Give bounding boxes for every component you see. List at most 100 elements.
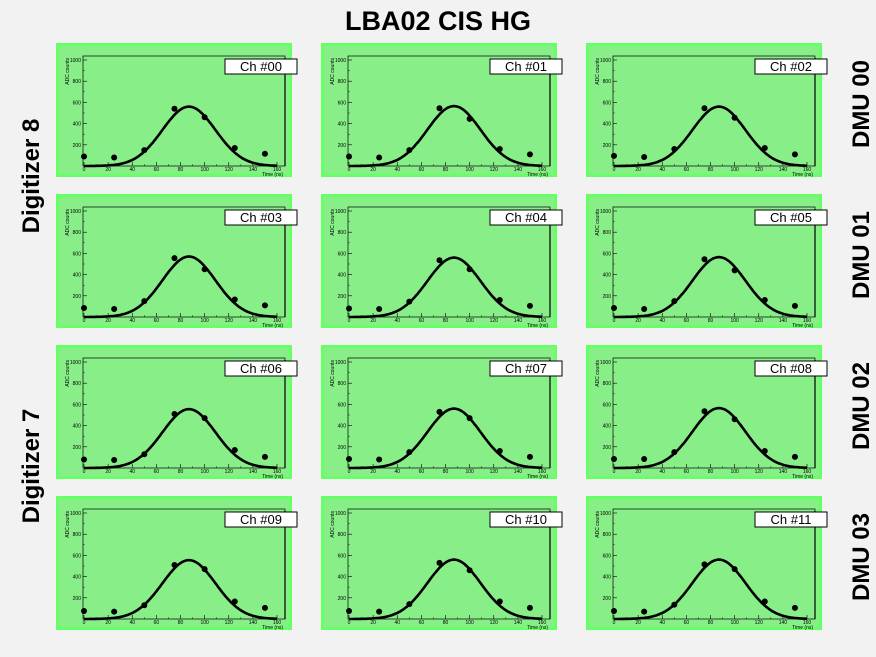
x-tick-label: 140 <box>779 469 788 475</box>
data-point <box>611 455 617 462</box>
y-tick-label: 400 <box>338 122 347 128</box>
data-point <box>111 154 118 161</box>
y-axis-label: ADC counts <box>595 209 601 236</box>
y-axis-label: ADC counts <box>65 58 71 85</box>
x-tick-label: 40 <box>129 318 135 324</box>
data-point <box>261 150 268 157</box>
fit-curve <box>349 104 543 168</box>
data-point <box>641 455 648 462</box>
x-axis-label: Time (ns) <box>527 172 548 178</box>
data-point <box>761 448 768 455</box>
legend-box <box>224 209 298 226</box>
data-point <box>496 448 503 455</box>
x-tick-label: 120 <box>755 620 764 626</box>
legend-box <box>754 209 828 226</box>
x-tick-label: 160 <box>803 620 812 626</box>
x-tick-label: 40 <box>394 620 400 626</box>
y-axis-label: ADC counts <box>330 511 336 538</box>
x-tick-label: 100 <box>730 620 739 626</box>
y-tick-label: 1000 <box>600 58 611 64</box>
data-point <box>141 451 148 458</box>
data-point <box>111 608 118 615</box>
fit-curve <box>614 558 808 621</box>
x-tick-label: 120 <box>755 318 764 324</box>
fit-curve <box>84 255 278 319</box>
left-label-digitizer-8: Digitizer 8 <box>18 118 45 234</box>
data-point <box>731 416 738 423</box>
x-tick-label: 140 <box>514 167 523 173</box>
x-tick-label: 80 <box>708 167 714 173</box>
data-point <box>671 601 678 608</box>
y-tick-label: 400 <box>338 424 347 430</box>
x-tick-label: 100 <box>465 167 474 173</box>
data-point <box>201 566 208 573</box>
y-tick-label: 600 <box>338 402 347 408</box>
x-axis-label: Time (ns) <box>262 474 283 480</box>
data-point <box>526 302 533 309</box>
y-axis-label: ADC counts <box>65 360 71 387</box>
x-tick-label: 80 <box>443 318 449 324</box>
legend-box <box>754 511 828 528</box>
data-point <box>346 153 352 160</box>
y-tick-label: 400 <box>73 424 82 430</box>
y-tick-label: 400 <box>73 575 82 581</box>
x-tick-label: 20 <box>635 620 641 626</box>
channel-plot-02: 200 400 600 800 1000 0 20 40 60 80 100 120 140 160 ADC… <box>586 43 828 178</box>
y-tick-label: 1000 <box>70 511 81 517</box>
data-point <box>231 598 238 605</box>
x-axis-label: Time (ns) <box>792 474 813 480</box>
x-tick-label: 0 <box>613 167 616 173</box>
data-point <box>641 608 648 615</box>
x-tick-label: 100 <box>730 469 739 475</box>
channel-plot-05: 200 400 600 800 1000 0 20 40 60 80 100 120 140 160 ADC… <box>586 194 828 329</box>
x-tick-label: 160 <box>273 620 282 626</box>
x-tick-label: 140 <box>249 167 258 173</box>
channel-label: Ch #05 <box>770 210 812 225</box>
y-tick-label: 200 <box>73 143 82 149</box>
x-tick-label: 120 <box>490 620 499 626</box>
x-tick-label: 120 <box>490 318 499 324</box>
legend-box <box>489 511 563 528</box>
data-point <box>346 455 352 462</box>
data-point <box>81 153 87 160</box>
x-tick-label: 60 <box>154 620 160 626</box>
x-tick-label: 20 <box>105 620 111 626</box>
x-tick-label: 120 <box>225 620 234 626</box>
y-axis-label: ADC counts <box>65 511 71 538</box>
x-tick-label: 60 <box>684 167 690 173</box>
data-point <box>171 410 178 417</box>
x-tick-label: 40 <box>129 620 135 626</box>
x-tick-label: 140 <box>779 318 788 324</box>
data-point <box>261 453 268 460</box>
data-point <box>761 144 768 151</box>
y-tick-label: 200 <box>603 445 612 451</box>
x-tick-label: 140 <box>514 620 523 626</box>
data-point <box>81 456 87 463</box>
y-tick-label: 400 <box>338 273 347 279</box>
y-tick-label: 800 <box>338 230 347 236</box>
x-tick-label: 100 <box>465 318 474 324</box>
y-tick-label: 600 <box>73 553 82 559</box>
y-axis-label: ADC counts <box>595 360 601 387</box>
x-tick-label: 0 <box>348 318 351 324</box>
y-tick-label: 800 <box>338 532 347 538</box>
data-point <box>436 559 443 566</box>
x-tick-label: 160 <box>803 318 812 324</box>
legend-box <box>224 58 298 75</box>
data-point <box>671 298 678 305</box>
x-tick-label: 20 <box>370 318 376 324</box>
fit-curve <box>349 558 543 621</box>
data-point <box>731 566 738 573</box>
x-tick-label: 160 <box>538 167 547 173</box>
x-tick-label: 160 <box>273 469 282 475</box>
legend-box <box>754 58 828 75</box>
data-point <box>141 147 148 154</box>
x-tick-label: 0 <box>348 469 351 475</box>
y-tick-label: 200 <box>603 294 612 300</box>
data-point <box>791 151 798 158</box>
channel-plot-06: 200 400 600 800 1000 0 20 40 60 80 100 120 140 160 ADC… <box>56 345 298 480</box>
data-point <box>526 604 533 611</box>
data-point <box>761 297 768 304</box>
x-tick-label: 60 <box>419 318 425 324</box>
data-point <box>171 255 178 262</box>
